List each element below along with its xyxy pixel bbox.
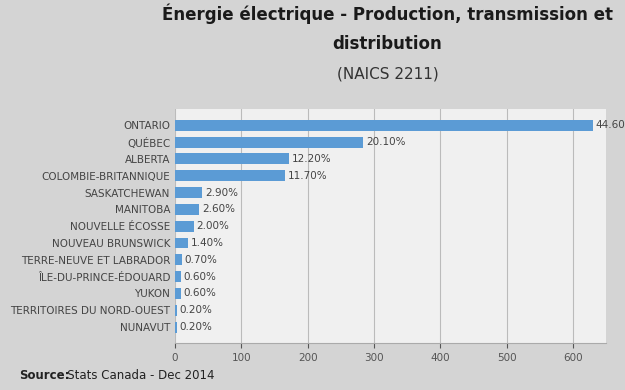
Bar [175,305,177,316]
Text: 2.90%: 2.90% [205,188,238,198]
Text: 0.20%: 0.20% [179,305,213,315]
Text: 12.20%: 12.20% [292,154,332,164]
Bar [175,238,188,248]
Bar [175,322,177,333]
Text: distribution: distribution [332,35,442,53]
Bar [175,254,181,265]
Bar [175,136,363,147]
Text: 2.00%: 2.00% [196,221,229,231]
Text: 11.70%: 11.70% [288,171,327,181]
Text: 0.70%: 0.70% [184,255,217,265]
Text: 0.60%: 0.60% [183,272,216,282]
Bar [175,221,194,232]
Text: 1.40%: 1.40% [191,238,224,248]
Text: 0.20%: 0.20% [179,322,213,332]
Text: (NAICS 2211): (NAICS 2211) [337,66,438,81]
Text: Énergie électrique - Production, transmission et: Énergie électrique - Production, transmi… [162,4,613,25]
Text: 2.60%: 2.60% [202,204,235,215]
Text: 0.60%: 0.60% [183,289,216,298]
Text: Source:: Source: [19,369,69,382]
Bar [175,187,202,198]
Bar [175,120,593,131]
Bar [175,154,289,165]
Bar [175,170,284,181]
Bar [175,271,181,282]
Text: 44.60%: 44.60% [596,120,625,130]
Bar [175,204,199,215]
Text: 20.10%: 20.10% [366,137,406,147]
Bar [175,288,181,299]
Text: Stats Canada - Dec 2014: Stats Canada - Dec 2014 [56,369,215,382]
